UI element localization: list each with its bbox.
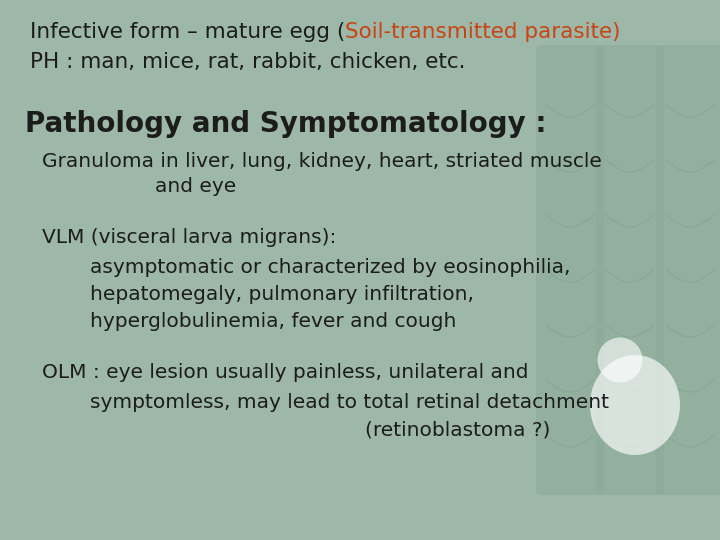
FancyBboxPatch shape: [656, 45, 720, 495]
Text: Pathology and Symptomatology :: Pathology and Symptomatology :: [25, 110, 546, 138]
Text: asymptomatic or characterized by eosinophilia,: asymptomatic or characterized by eosinop…: [90, 258, 570, 277]
Text: hepatomegaly, pulmonary infiltration,: hepatomegaly, pulmonary infiltration,: [90, 285, 474, 304]
Text: VLM (visceral larva migrans):: VLM (visceral larva migrans):: [42, 228, 336, 247]
Text: OLM : eye lesion usually painless, unilateral and: OLM : eye lesion usually painless, unila…: [42, 363, 528, 382]
Text: Granuloma in liver, lung, kidney, heart, striated muscle: Granuloma in liver, lung, kidney, heart,…: [42, 152, 602, 171]
FancyBboxPatch shape: [536, 45, 604, 495]
Text: hyperglobulinemia, fever and cough: hyperglobulinemia, fever and cough: [90, 312, 456, 331]
Text: Soil-transmitted parasite): Soil-transmitted parasite): [346, 22, 621, 42]
Text: (retinoblastoma ?): (retinoblastoma ?): [365, 420, 550, 439]
Ellipse shape: [598, 338, 642, 382]
Text: PH : man, mice, rat, rabbit, chicken, etc.: PH : man, mice, rat, rabbit, chicken, et…: [30, 52, 466, 72]
Ellipse shape: [590, 355, 680, 455]
FancyBboxPatch shape: [596, 45, 664, 495]
Text: symptomless, may lead to total retinal detachment: symptomless, may lead to total retinal d…: [90, 393, 609, 412]
Text: and eye: and eye: [155, 177, 236, 196]
Text: Infective form – mature egg (: Infective form – mature egg (: [30, 22, 346, 42]
